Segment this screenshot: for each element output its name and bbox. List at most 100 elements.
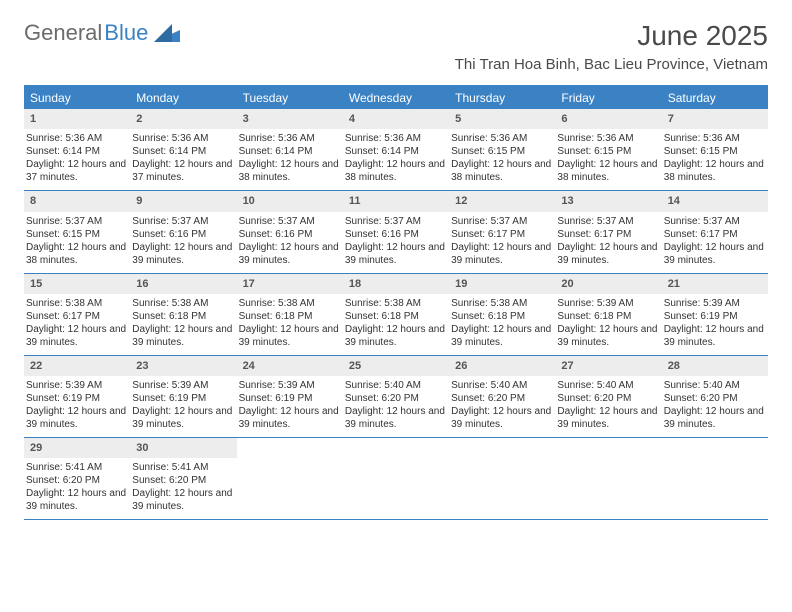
day-body: Sunrise: 5:40 AMSunset: 6:20 PMDaylight:… — [662, 379, 768, 431]
day-number: 17 — [237, 274, 343, 294]
calendar-day: 16Sunrise: 5:38 AMSunset: 6:18 PMDayligh… — [130, 274, 236, 355]
dow-wednesday: Wednesday — [343, 87, 449, 109]
day-body: Sunrise: 5:36 AMSunset: 6:14 PMDaylight:… — [343, 132, 449, 184]
day-body: Sunrise: 5:37 AMSunset: 6:16 PMDaylight:… — [343, 215, 449, 267]
sunrise-text: Sunrise: 5:41 AM — [132, 461, 232, 474]
calendar-day: 4Sunrise: 5:36 AMSunset: 6:14 PMDaylight… — [343, 109, 449, 190]
day-number: 19 — [449, 274, 555, 294]
sunset-text: Sunset: 6:20 PM — [451, 392, 551, 405]
day-body: Sunrise: 5:37 AMSunset: 6:15 PMDaylight:… — [24, 215, 130, 267]
day-body: Sunrise: 5:38 AMSunset: 6:18 PMDaylight:… — [449, 297, 555, 349]
sunset-text: Sunset: 6:17 PM — [26, 310, 126, 323]
brand-logo: GeneralBlue — [24, 20, 180, 46]
day-number: 16 — [130, 274, 236, 294]
calendar-day: 25Sunrise: 5:40 AMSunset: 6:20 PMDayligh… — [343, 356, 449, 437]
calendar-day: 18Sunrise: 5:38 AMSunset: 6:18 PMDayligh… — [343, 274, 449, 355]
day-number: 24 — [237, 356, 343, 376]
calendar-day: 24Sunrise: 5:39 AMSunset: 6:19 PMDayligh… — [237, 356, 343, 437]
week-row: 8 Sunrise: 5:37 AMSunset: 6:15 PMDaylight… — [24, 191, 768, 273]
sunset-text: Sunset: 6:17 PM — [557, 228, 657, 241]
sunset-text: Sunset: 6:15 PM — [664, 145, 764, 158]
daylight-text: Daylight: 12 hours and 39 minutes. — [132, 405, 232, 431]
sunrise-text: Sunrise: 5:37 AM — [664, 215, 764, 228]
sunrise-text: Sunrise: 5:40 AM — [557, 379, 657, 392]
calendar-day: 22Sunrise: 5:39 AMSunset: 6:19 PMDayligh… — [24, 356, 130, 437]
day-number: 10 — [237, 191, 343, 211]
dow-thursday: Thursday — [449, 87, 555, 109]
daylight-text: Daylight: 12 hours and 38 minutes. — [26, 241, 126, 267]
day-body: Sunrise: 5:37 AMSunset: 6:16 PMDaylight:… — [237, 215, 343, 267]
calendar-day — [237, 438, 343, 519]
daylight-text: Daylight: 12 hours and 38 minutes. — [451, 158, 551, 184]
day-body: Sunrise: 5:36 AMSunset: 6:14 PMDaylight:… — [24, 132, 130, 184]
calendar-day: 5Sunrise: 5:36 AMSunset: 6:15 PMDaylight… — [449, 109, 555, 190]
calendar-day: 20Sunrise: 5:39 AMSunset: 6:18 PMDayligh… — [555, 274, 661, 355]
sunset-text: Sunset: 6:20 PM — [26, 474, 126, 487]
logo-triangle-icon — [154, 24, 180, 42]
day-body: Sunrise: 5:37 AMSunset: 6:17 PMDaylight:… — [555, 215, 661, 267]
day-body: Sunrise: 5:39 AMSunset: 6:18 PMDaylight:… — [555, 297, 661, 349]
dow-friday: Friday — [555, 87, 661, 109]
sunset-text: Sunset: 6:19 PM — [664, 310, 764, 323]
sunset-text: Sunset: 6:20 PM — [664, 392, 764, 405]
sunrise-text: Sunrise: 5:38 AM — [239, 297, 339, 310]
calendar-day: 3Sunrise: 5:36 AMSunset: 6:14 PMDaylight… — [237, 109, 343, 190]
sunset-text: Sunset: 6:15 PM — [451, 145, 551, 158]
sunset-text: Sunset: 6:14 PM — [132, 145, 232, 158]
sunset-text: Sunset: 6:17 PM — [451, 228, 551, 241]
day-body: Sunrise: 5:38 AMSunset: 6:17 PMDaylight:… — [24, 297, 130, 349]
daylight-text: Daylight: 12 hours and 39 minutes. — [239, 323, 339, 349]
sunrise-text: Sunrise: 5:37 AM — [132, 215, 232, 228]
calendar-day: 1Sunrise: 5:36 AMSunset: 6:14 PMDaylight… — [24, 109, 130, 190]
daylight-text: Daylight: 12 hours and 39 minutes. — [26, 405, 126, 431]
sunrise-text: Sunrise: 5:36 AM — [664, 132, 764, 145]
sunset-text: Sunset: 6:14 PM — [239, 145, 339, 158]
sunrise-text: Sunrise: 5:39 AM — [26, 379, 126, 392]
month-title: June 2025 — [455, 20, 768, 52]
sunrise-text: Sunrise: 5:38 AM — [132, 297, 232, 310]
daylight-text: Daylight: 12 hours and 37 minutes. — [26, 158, 126, 184]
daylight-text: Daylight: 12 hours and 39 minutes. — [132, 241, 232, 267]
day-number: 8 — [24, 191, 130, 211]
sunset-text: Sunset: 6:15 PM — [557, 145, 657, 158]
day-number: 5 — [449, 109, 555, 129]
calendar-day: 27Sunrise: 5:40 AMSunset: 6:20 PMDayligh… — [555, 356, 661, 437]
sunset-text: Sunset: 6:17 PM — [664, 228, 764, 241]
sunrise-text: Sunrise: 5:40 AM — [345, 379, 445, 392]
calendar-day: 11Sunrise: 5:37 AMSunset: 6:16 PMDayligh… — [343, 191, 449, 272]
sunset-text: Sunset: 6:18 PM — [345, 310, 445, 323]
daylight-text: Daylight: 12 hours and 39 minutes. — [239, 241, 339, 267]
daylight-text: Daylight: 12 hours and 38 minutes. — [664, 158, 764, 184]
sunrise-text: Sunrise: 5:38 AM — [451, 297, 551, 310]
sunrise-text: Sunrise: 5:39 AM — [239, 379, 339, 392]
sunset-text: Sunset: 6:18 PM — [451, 310, 551, 323]
sunset-text: Sunset: 6:20 PM — [345, 392, 445, 405]
week-row: 1Sunrise: 5:36 AMSunset: 6:14 PMDaylight… — [24, 109, 768, 191]
daylight-text: Daylight: 12 hours and 39 minutes. — [345, 405, 445, 431]
sunset-text: Sunset: 6:18 PM — [239, 310, 339, 323]
day-number: 12 — [449, 191, 555, 211]
header: GeneralBlue June 2025 Thi Tran Hoa Binh,… — [24, 20, 768, 73]
sunrise-text: Sunrise: 5:36 AM — [26, 132, 126, 145]
calendar-day: 30Sunrise: 5:41 AMSunset: 6:20 PMDayligh… — [130, 438, 236, 519]
sunset-text: Sunset: 6:14 PM — [345, 145, 445, 158]
sunrise-text: Sunrise: 5:37 AM — [451, 215, 551, 228]
day-number: 13 — [555, 191, 661, 211]
day-body: Sunrise: 5:36 AMSunset: 6:14 PMDaylight:… — [130, 132, 236, 184]
location-text: Thi Tran Hoa Binh, Bac Lieu Province, Vi… — [455, 56, 768, 73]
day-number: 6 — [555, 109, 661, 129]
sunset-text: Sunset: 6:20 PM — [132, 474, 232, 487]
dow-saturday: Saturday — [662, 87, 768, 109]
day-number: 23 — [130, 356, 236, 376]
day-number: 15 — [24, 274, 130, 294]
daylight-text: Daylight: 12 hours and 39 minutes. — [132, 323, 232, 349]
calendar-day: 23Sunrise: 5:39 AMSunset: 6:19 PMDayligh… — [130, 356, 236, 437]
sunrise-text: Sunrise: 5:40 AM — [451, 379, 551, 392]
calendar-day: 9Sunrise: 5:37 AMSunset: 6:16 PMDaylight… — [130, 191, 236, 272]
calendar-day: 6Sunrise: 5:36 AMSunset: 6:15 PMDaylight… — [555, 109, 661, 190]
calendar-day: 7Sunrise: 5:36 AMSunset: 6:15 PMDaylight… — [662, 109, 768, 190]
sunrise-text: Sunrise: 5:37 AM — [26, 215, 126, 228]
day-of-week-header: SundayMondayTuesdayWednesdayThursdayFrid… — [24, 87, 768, 109]
title-block: June 2025 Thi Tran Hoa Binh, Bac Lieu Pr… — [455, 20, 768, 73]
day-body: Sunrise: 5:37 AMSunset: 6:16 PMDaylight:… — [130, 215, 236, 267]
